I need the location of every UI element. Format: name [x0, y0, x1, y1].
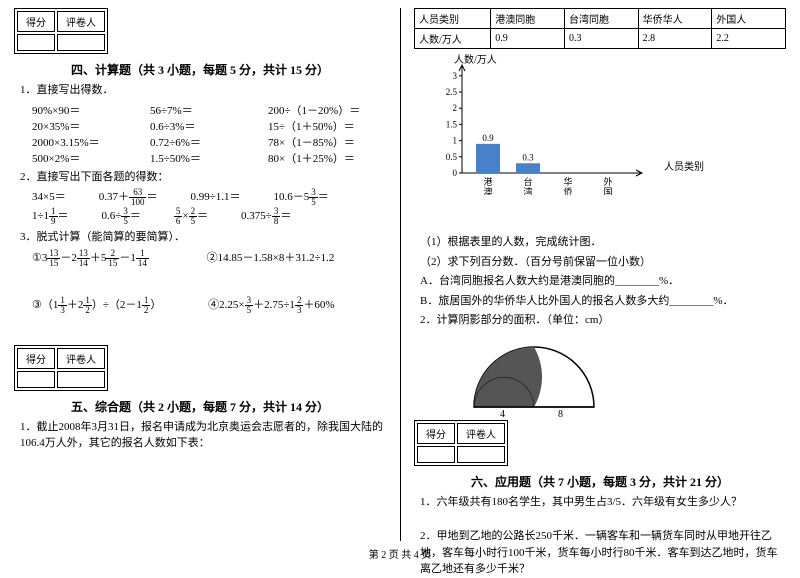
q2r: 2．计算阴影部分的面积．（单位：cm）	[420, 312, 786, 329]
svg-text:0.9: 0.9	[482, 133, 494, 143]
score-box-4: 得分 评卷人	[14, 8, 108, 54]
q5-1: 1．截止2008年3月31日，报名申请成为北京奥运会志愿者的，除我国大陆的106…	[20, 419, 386, 452]
q6-1: 1．六年级共有180名学生，其中男生占3/5．六年级有女生多少人？	[420, 494, 786, 511]
sub-1: （1）根据表里的人数，完成统计图．	[420, 234, 786, 251]
q1-row-2: 2000×3.15%＝0.72÷6%＝78×（1－85%）＝	[32, 134, 386, 150]
svg-text:侨: 侨	[563, 186, 572, 195]
svg-text:2.5: 2.5	[446, 87, 458, 97]
svg-text:外: 外	[603, 176, 612, 187]
svg-text:0.5: 0.5	[446, 152, 458, 162]
svg-text:国: 国	[603, 187, 612, 195]
sub-2: （2）求下列百分数．（百分号前保留一位小数）	[420, 254, 786, 271]
svg-text:港: 港	[483, 176, 492, 187]
grader-label: 评卷人	[57, 11, 105, 32]
chart-xlabel: 人员类别	[664, 158, 704, 173]
q1-row-0: 90%×90＝56÷7%＝200÷（1－20%）＝	[32, 102, 386, 118]
q3-prompt: 3．脱式计算（能简算的要简算）．	[20, 229, 386, 246]
svg-text:澳: 澳	[483, 186, 492, 195]
q3-item-2: ②14.85－1.58×8＋31.2÷1.2	[207, 252, 335, 264]
sub-b: B．旅居国外的华侨华人比外国人的报名人数多大约________%．	[420, 293, 786, 310]
score-box-5: 得分评卷人	[14, 345, 108, 391]
svg-text:湾: 湾	[523, 186, 532, 195]
q3-row-1: ①31315－21314＋5215－1114 ②14.85－1.58×8＋31.…	[32, 249, 386, 268]
section-5-title: 五、综合题（共 2 小题，每题 7 分，共计 14 分）	[14, 398, 386, 415]
svg-text:华: 华	[563, 176, 572, 187]
q1-row-1: 20×35%＝0.6÷3%＝15÷（1＋50%）＝	[32, 118, 386, 134]
semi-label-4: 4	[500, 409, 505, 417]
semi-label-8: 8	[558, 409, 563, 417]
page-footer: 第 2 页 共 4 页	[0, 546, 800, 561]
score-box-6: 得分评卷人	[414, 420, 508, 466]
data-table: 人员类别 港澳同胞 台湾同胞 华侨华人 外国人 人数/万人 0.9 0.3 2.…	[414, 8, 786, 49]
left-column: 得分 评卷人 四、计算题（共 3 小题，每题 5 分，共计 15 分） 1．直接…	[0, 0, 400, 545]
q2-row-1: 34×5＝ 0.37＋63100＝ 0.99÷1.1＝ 10.6－535＝	[32, 188, 386, 207]
svg-text:1: 1	[453, 136, 458, 146]
q2-row-2: 1÷119＝ 0.6÷35＝ 56×25＝ 0.375÷38＝	[32, 207, 386, 226]
q1-prompt: 1．直接写出得数．	[20, 82, 386, 99]
svg-text:0.3: 0.3	[522, 152, 534, 162]
q3-row-2: ③（113＋212）÷（2－112） ④2.25×35＋2.75÷123＋60%	[32, 296, 386, 315]
right-column: 人员类别 港澳同胞 台湾同胞 华侨华人 外国人 人数/万人 0.9 0.3 2.…	[400, 0, 800, 545]
svg-text:2: 2	[453, 103, 458, 113]
chart-svg: 00.511.522.530.9港澳同胞0.3台湾同胞华侨华人外国人	[444, 55, 664, 195]
semicircle-figure: 4 8	[454, 337, 786, 420]
svg-text:台: 台	[523, 176, 532, 187]
sub-a: A．台湾同胞报名人数大约是港澳同胞的________%．	[420, 273, 786, 290]
svg-text:1.5: 1.5	[446, 119, 458, 129]
q1-row-3: 500×2%＝1.5÷50%＝80×（1＋25%）＝	[32, 150, 386, 166]
q2-prompt: 2．直接写出下面各题的得数：	[20, 169, 386, 186]
score-label: 得分	[17, 11, 55, 32]
svg-text:3: 3	[453, 71, 458, 81]
svg-text:0: 0	[453, 168, 458, 178]
bar-chart: 人数/万人 人员类别 00.511.522.530.9港澳同胞0.3台湾同胞华侨…	[444, 55, 664, 195]
section-4-title: 四、计算题（共 3 小题，每题 5 分，共计 15 分）	[14, 61, 386, 78]
column-divider	[400, 8, 401, 541]
section-6-title: 六、应用题（共 7 小题，每题 3 分，共计 21 分）	[414, 473, 786, 490]
